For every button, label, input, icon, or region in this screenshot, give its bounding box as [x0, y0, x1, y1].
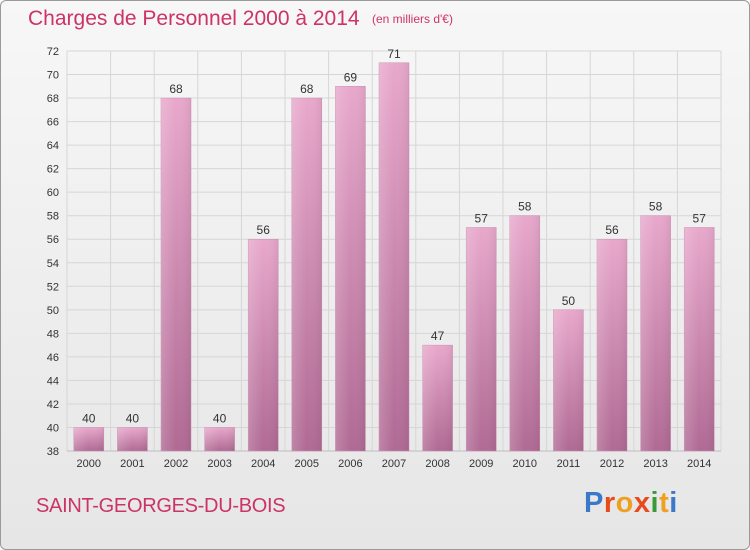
x-tick-label: 2002	[164, 458, 188, 470]
data-label: 40	[213, 411, 227, 425]
y-tick-label: 54	[47, 258, 59, 270]
data-label: 68	[300, 82, 314, 96]
logo-letter: i	[669, 487, 678, 519]
y-tick-label: 60	[47, 187, 59, 199]
logo-letter: r	[603, 487, 616, 519]
x-tick-label: 2012	[600, 458, 624, 470]
bar-shade-2012	[597, 239, 627, 451]
x-tick-label: 2003	[207, 458, 231, 470]
data-label: 57	[475, 211, 489, 225]
bar-shade-2008	[422, 345, 453, 451]
chart-subtitle: (en milliers d'€)	[372, 12, 453, 26]
y-tick-label: 70	[47, 70, 59, 82]
y-tick-label: 62	[47, 164, 59, 176]
y-tick-label: 42	[47, 399, 59, 411]
logo-letter: x	[633, 487, 651, 519]
logo-letter: t	[659, 487, 670, 519]
bar-shade-2001	[117, 427, 148, 451]
y-tick-label: 68	[47, 93, 59, 105]
logo-letter: i	[650, 487, 660, 519]
y-tick-label: 66	[47, 117, 59, 129]
data-label: 50	[562, 294, 576, 308]
y-tick-label: 38	[47, 446, 59, 458]
x-tick-label: 2010	[513, 458, 537, 470]
y-tick-label: 52	[47, 281, 59, 293]
x-tick-label: 2005	[295, 458, 319, 470]
logo-letter: P	[584, 487, 604, 519]
x-tick-label: 2004	[251, 458, 275, 470]
data-label: 71	[387, 47, 401, 61]
x-tick-label: 2008	[425, 458, 449, 470]
data-label: 56	[605, 223, 619, 237]
y-tick-label: 64	[47, 140, 59, 152]
x-tick-label: 2013	[643, 458, 667, 470]
bar-shade-2000	[73, 427, 104, 451]
bar-shade-2010	[509, 215, 540, 451]
y-tick-label: 48	[47, 328, 59, 340]
data-label: 56	[257, 223, 271, 237]
y-tick-label: 44	[47, 375, 59, 387]
bar-shade-2009	[466, 227, 497, 451]
x-tick-label: 2007	[382, 458, 406, 470]
bar-shade-2014	[684, 227, 715, 451]
chart-title: Charges de Personnel 2000 à 2014	[28, 7, 360, 30]
proxiti-logo: Proxiti	[584, 487, 678, 520]
x-tick-label: 2011	[557, 458, 581, 470]
logo-letter: o	[615, 487, 634, 519]
bar-shade-2003	[204, 427, 235, 451]
bar-shade-2013	[640, 215, 671, 451]
data-label: 68	[169, 82, 183, 96]
y-tick-label: 46	[47, 352, 59, 364]
data-label: 40	[126, 411, 140, 425]
data-label: 47	[431, 329, 445, 343]
data-label: 57	[693, 211, 707, 225]
bar-shade-2006	[335, 86, 366, 451]
data-label: 40	[82, 411, 96, 425]
data-label: 69	[344, 70, 358, 84]
y-tick-label: 58	[47, 211, 59, 223]
data-label: 58	[649, 200, 663, 214]
commune-name: SAINT-GEORGES-DU-BOIS	[36, 495, 286, 517]
bar-shade-2005	[291, 98, 322, 451]
x-tick-label: 2001	[120, 458, 144, 470]
bar-shade-2004	[248, 239, 279, 451]
x-tick-label: 2000	[77, 458, 101, 470]
y-tick-label: 56	[47, 234, 59, 246]
bar-shade-2007	[379, 62, 409, 451]
bar-shade-2011	[553, 309, 584, 451]
x-tick-label: 2009	[469, 458, 493, 470]
y-tick-label: 40	[47, 422, 59, 434]
x-tick-label: 2014	[687, 458, 711, 470]
x-tick-label: 2006	[338, 458, 362, 470]
y-tick-label: 72	[47, 46, 59, 58]
y-tick-label: 50	[47, 305, 59, 317]
bar-shade-2002	[161, 98, 191, 451]
data-label: 58	[518, 200, 532, 214]
